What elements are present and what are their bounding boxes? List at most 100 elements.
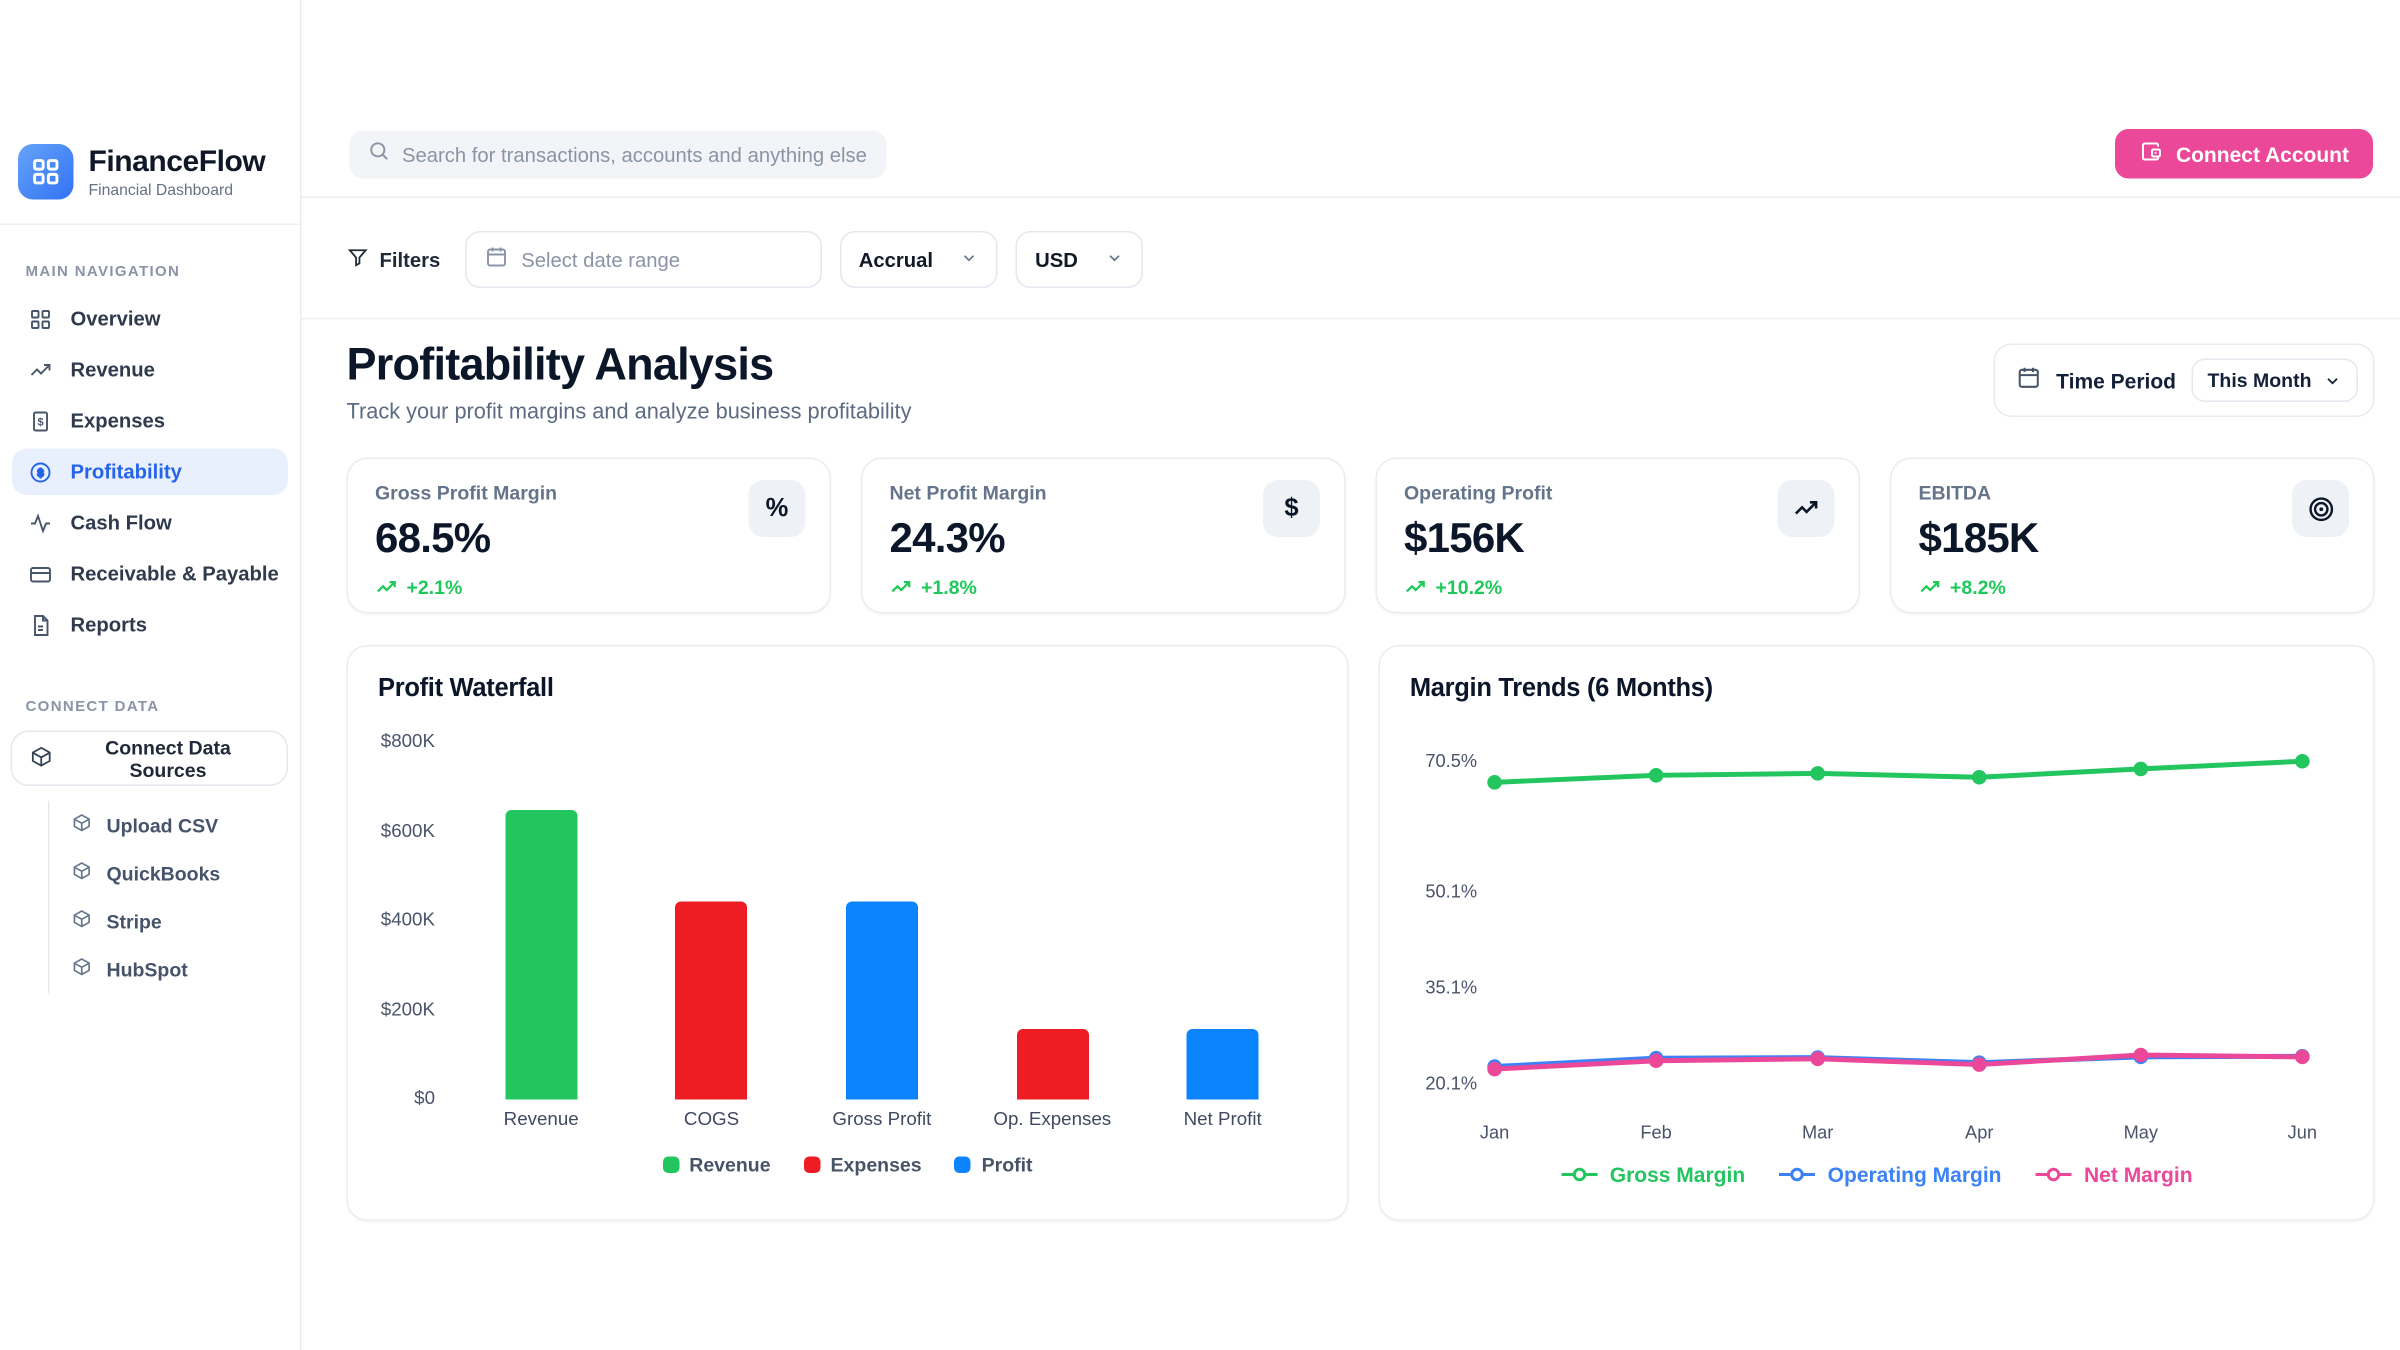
legend-swatch — [954, 1156, 972, 1173]
sidebar-item-revenue[interactable]: Revenue — [12, 347, 288, 394]
time-period-select[interactable]: This Month — [2191, 358, 2358, 402]
search-icon — [368, 140, 391, 170]
filters-bar: Filters Accrual USD — [301, 198, 2400, 320]
connect-account-label: Connect Account — [2175, 141, 2349, 166]
svg-text:$: $ — [37, 467, 43, 479]
sidebar-item-cash-flow[interactable]: Cash Flow — [12, 500, 288, 547]
charts-row: Profit Waterfall $800K $600K $400K $200K $0 … — [346, 645, 2375, 1221]
filters-button[interactable]: Filters — [347, 246, 441, 273]
x-axis-label: COGS — [683, 1108, 740, 1130]
currency-select[interactable]: USD — [1015, 231, 1143, 288]
margin-trends-card: Margin Trends (6 Months) 70.5% 50.1% 35.1%… — [1378, 645, 2375, 1221]
sidebar-item-expenses[interactable]: $ Expenses — [12, 398, 288, 445]
data-point — [1487, 775, 1502, 790]
kpi-value: $185K — [1918, 514, 2040, 562]
page-title: Profitability Analysis — [346, 340, 775, 391]
cube-icon — [72, 957, 92, 981]
date-range-input[interactable] — [521, 248, 802, 271]
sidebar-item-profitability[interactable]: $ Profitability — [12, 448, 288, 495]
legend-label: Revenue — [689, 1153, 771, 1177]
profit-waterfall-plot: $800K $600K $400K $200K $0 — [381, 731, 1308, 1109]
waterfall-bar-net-profit — [1186, 1029, 1259, 1100]
y-axis: $800K $600K $400K $200K $0 — [378, 731, 444, 1109]
x-axis-label: Jun — [2287, 1122, 2316, 1142]
data-source-label: Upload CSV — [106, 813, 219, 837]
x-axis-label: Net Profit — [1183, 1108, 1262, 1130]
x-axis-label: May — [2123, 1122, 2158, 1142]
data-point — [1810, 766, 1825, 781]
funnel-icon — [347, 246, 370, 273]
target-icon — [2292, 480, 2349, 537]
waterfall-bar-cogs — [675, 900, 748, 1100]
trend-up-icon — [1777, 480, 1835, 537]
legend-line-glyph — [1561, 1167, 1598, 1181]
grid-icon — [33, 159, 59, 185]
sidebar-item-overview[interactable]: Overview — [12, 296, 288, 343]
data-point — [1810, 1051, 1825, 1067]
legend-label: Profit — [981, 1153, 1033, 1177]
waterfall-bar-op-expenses — [1016, 1029, 1089, 1100]
trending-up-icon — [1920, 580, 1940, 593]
connect-account-button[interactable]: Connect Account — [2114, 129, 2373, 179]
filters-label: Filters — [379, 248, 441, 271]
sidebar-item-reports[interactable]: Reports — [12, 602, 288, 649]
receipt-icon: $ — [27, 408, 53, 434]
kpi-change-value: +10.2% — [1435, 576, 1503, 599]
legend-item: Operating Margin — [1778, 1161, 2002, 1186]
data-source-upload-csv[interactable]: Upload CSV — [50, 801, 301, 849]
cube-icon — [72, 813, 92, 837]
date-range-picker[interactable] — [464, 231, 822, 288]
legend-item: Expenses — [803, 1154, 922, 1176]
brand-logo: FinanceFlow Financial Dashboard — [0, 0, 300, 225]
sidebar-item-label: Receivable & Payable — [70, 562, 279, 586]
trending-up-icon — [27, 357, 53, 383]
data-source-hubspot[interactable]: HubSpot — [50, 945, 301, 993]
search-input[interactable] — [402, 143, 869, 166]
y-axis-tick: 20.1% — [1425, 1074, 1477, 1094]
data-source-quickbooks[interactable]: QuickBooks — [50, 849, 301, 897]
activity-icon — [27, 510, 53, 536]
line-gross-margin — [1491, 758, 2305, 785]
app-logo-icon — [18, 144, 74, 200]
y-axis-tick: $600K — [380, 819, 435, 841]
connect-data-sources-button[interactable]: Connect Data Sources — [10, 730, 288, 786]
kpi-change-value: +8.2% — [1950, 576, 2006, 599]
cube-icon — [30, 745, 53, 772]
page-content: Profitability Analysis Track your profit… — [302, 320, 2400, 1350]
line-net-margin — [1491, 1052, 2305, 1072]
data-point — [1487, 1061, 1502, 1077]
data-source-stripe[interactable]: Stripe — [50, 897, 301, 945]
legend-item: Gross Margin — [1560, 1162, 1745, 1186]
credit-card-icon — [27, 561, 53, 587]
main-area: Connect Account Filters — [301, 0, 2400, 1350]
legend-line-glyph — [1779, 1167, 1816, 1181]
data-point — [1971, 1057, 1987, 1072]
cube-icon — [72, 861, 92, 885]
time-period-widget: Time Period This Month — [1993, 343, 2375, 417]
brand-tagline: Financial Dashboard — [88, 181, 233, 200]
data-point — [2133, 1047, 2148, 1063]
x-axis: Revenue COGS Gross Profit Op. Expenses Net P… — [456, 1109, 1308, 1130]
kpi-change: +8.2% — [1919, 576, 2347, 599]
brand-text: FinanceFlow Financial Dashboard — [88, 146, 266, 200]
bar-column — [1137, 743, 1307, 1100]
grid-icon — [27, 306, 53, 332]
kpi-value: $156K — [1404, 514, 1525, 562]
margin-trends-plot-wrap: 70.5% 50.1% 35.1% 20.1% Jan Feb Mar Apr May Jun — [1410, 716, 2343, 1153]
main-nav-heading: MAIN NAVIGATION — [25, 264, 181, 281]
kpi-label: Net Profit Margin — [889, 481, 1047, 505]
accounting-basis-select[interactable]: Accrual — [839, 231, 998, 288]
x-axis-label: Mar — [1802, 1122, 1833, 1142]
legend-label: Gross Margin — [1609, 1161, 1746, 1186]
kpi-label: EBITDA — [1918, 481, 1992, 505]
section-header: Profitability Analysis Track your profit… — [347, 341, 2375, 425]
kpi-change: +1.8% — [890, 576, 1318, 599]
kpi-label: Gross Profit Margin — [375, 481, 558, 505]
kpi-change: +10.2% — [1404, 576, 1832, 599]
bars-area — [456, 743, 1308, 1100]
y-axis-tick: 50.1% — [1425, 882, 1477, 902]
sidebar-item-receivable-payable[interactable]: Receivable & Payable — [12, 551, 288, 598]
legend-label: Operating Margin — [1827, 1161, 2002, 1186]
calendar-icon — [2016, 364, 2042, 397]
global-search[interactable] — [349, 130, 887, 179]
